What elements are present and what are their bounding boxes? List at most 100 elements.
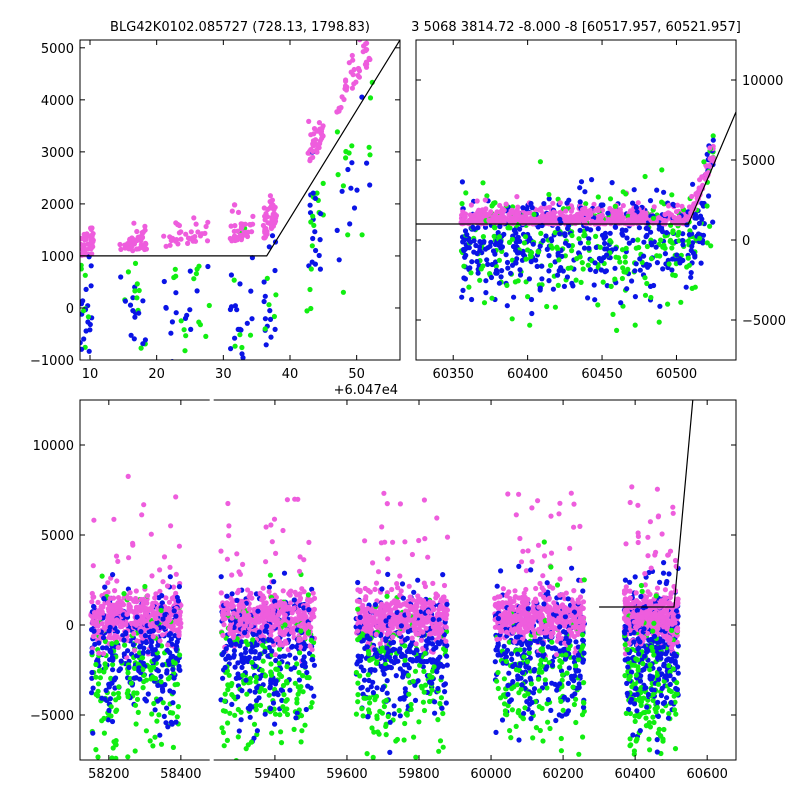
data-point-blue [670, 201, 676, 207]
data-point-blue [110, 667, 116, 673]
data-point-blue [537, 243, 543, 249]
data-point-pink [483, 211, 489, 217]
data-point-blue [109, 718, 116, 725]
data-point-blue [160, 616, 166, 622]
data-point-pink [137, 618, 143, 624]
data-point-green [297, 650, 303, 656]
data-point-pink [177, 610, 183, 616]
data-point-blue [80, 340, 83, 346]
data-point-blue [442, 689, 448, 695]
data-point-pink [355, 72, 361, 79]
data-point-pink [395, 585, 401, 591]
data-point-blue [379, 686, 385, 693]
data-point-blue [272, 326, 278, 332]
data-point-blue [577, 227, 583, 233]
data-point-green [284, 706, 290, 712]
data-point-pink [126, 601, 132, 608]
data-point-blue [118, 274, 124, 280]
data-point-pink [707, 145, 713, 151]
data-point-pink [266, 589, 272, 595]
data-point-pink [425, 609, 431, 615]
data-point-blue [474, 258, 480, 265]
data-point-pink [225, 611, 231, 617]
data-point-green [302, 762, 307, 767]
data-point-pink [231, 610, 237, 616]
data-point-blue [605, 210, 611, 216]
data-point-green [295, 684, 301, 690]
data-point-green [708, 243, 714, 249]
data-point-pink [89, 232, 95, 238]
data-point-pink [273, 636, 279, 643]
data-point-blue [169, 319, 175, 325]
data-point-pink [245, 587, 251, 593]
data-point-green [274, 667, 281, 673]
data-point-pink [443, 612, 449, 618]
data-point-blue [268, 705, 274, 712]
data-point-pink [398, 588, 404, 594]
data-point-blue [488, 274, 495, 281]
data-point-pink [462, 214, 468, 220]
data-point-blue [164, 705, 170, 711]
data-point-pink [113, 553, 120, 559]
data-point-pink [674, 202, 681, 208]
data-point-blue [364, 160, 370, 166]
data-point-blue [509, 656, 515, 663]
data-point-pink [671, 214, 677, 220]
data-point-blue [304, 669, 310, 676]
data-point-blue [695, 231, 702, 237]
panel-title: 3 5068 3814.72 -8.000 -8 [60517.957, 605… [411, 20, 741, 35]
data-point-pink [171, 584, 177, 590]
data-point-blue [272, 267, 278, 274]
data-point-blue [243, 677, 249, 683]
data-point-blue [80, 346, 85, 352]
data-point-blue [578, 179, 585, 185]
data-point-green [140, 685, 146, 691]
data-point-green [136, 287, 142, 294]
data-point-pink [260, 222, 266, 229]
data-point-pink [383, 607, 389, 613]
data-point-pink [338, 104, 344, 111]
data-point-pink [118, 607, 124, 613]
data-point-blue [383, 618, 389, 624]
data-point-blue [169, 641, 175, 647]
data-point-blue [690, 250, 697, 256]
data-point-green [686, 262, 693, 268]
data-point-green [544, 685, 550, 691]
data-point-green [642, 173, 648, 180]
data-point-blue [318, 211, 324, 217]
data-point-pink [183, 231, 189, 237]
data-point-blue [677, 260, 683, 266]
data-point-blue [170, 666, 176, 673]
panel-top-left: 10 20 30 40 50−1000010002000300040005000BLG4… [30, 20, 401, 398]
data-point-green [335, 172, 341, 178]
data-point-green [152, 675, 159, 682]
data-point-pink [109, 605, 115, 611]
data-point-pink [95, 599, 101, 606]
data-point-green [132, 748, 138, 754]
data-point-blue [103, 645, 110, 651]
data-point-green [625, 266, 631, 272]
data-point-blue [89, 669, 95, 676]
data-point-pink [263, 559, 269, 565]
data-point-green [96, 668, 102, 674]
data-point-green [298, 713, 305, 719]
data-point-green [191, 276, 197, 282]
data-point-green [383, 723, 389, 730]
data-point-pink [261, 205, 267, 211]
data-point-green [463, 190, 469, 196]
data-point-blue [305, 683, 311, 689]
data-point-pink [423, 625, 429, 631]
data-point-green [284, 664, 290, 670]
data-point-green [172, 660, 178, 666]
data-point-green [669, 192, 675, 198]
data-point-green [305, 630, 311, 636]
data-point-green [669, 239, 675, 246]
data-point-blue [334, 227, 340, 233]
data-point-pink [468, 202, 474, 208]
data-point-green [521, 240, 528, 246]
data-point-blue [307, 202, 313, 208]
data-point-blue [555, 272, 561, 278]
data-point-blue [236, 728, 242, 734]
data-point-pink [125, 245, 131, 251]
data-point-pink [353, 79, 359, 85]
